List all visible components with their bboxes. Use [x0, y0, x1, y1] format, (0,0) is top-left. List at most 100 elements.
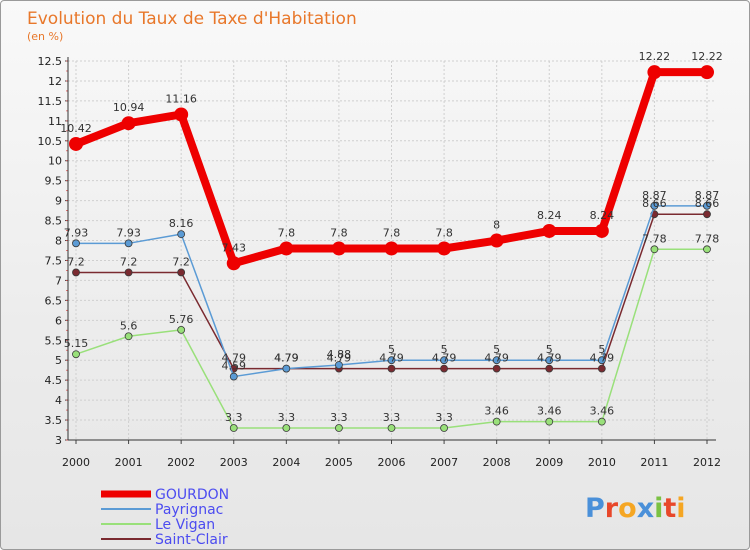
y-tick-label: 11.5	[38, 95, 63, 108]
data-point-le-vigan	[282, 424, 291, 432]
data-point-saint-clair	[177, 268, 186, 277]
chart-title: Evolution du Taux de Taxe d'Habitation	[27, 9, 357, 29]
y-tick-label: 9.5	[45, 175, 63, 188]
data-point-le-vigan	[545, 417, 554, 426]
data-label-le-vigan: 5.15	[64, 337, 89, 350]
x-tick-label: 2010	[588, 456, 616, 469]
data-label-payrignac: 4.59	[222, 360, 247, 373]
data-label-saint-clair: 4.79	[484, 352, 509, 365]
x-tick-label: 2004	[272, 456, 300, 469]
y-tick-label: 3.5	[45, 414, 63, 427]
x-tick-label: 2006	[378, 456, 406, 469]
x-tick-label: 2003	[220, 456, 248, 469]
data-label-payrignac: 4.88	[327, 348, 352, 361]
data-point-saint-clair	[124, 268, 133, 277]
data-point-saint-clair	[72, 268, 80, 277]
x-tick-label: 2012	[693, 456, 721, 469]
data-label-saint-clair: 8.66	[695, 197, 720, 210]
data-label-payrignac: 4.79	[274, 352, 299, 365]
series-layer	[69, 65, 714, 432]
data-point-gourdon	[226, 256, 241, 271]
data-label-saint-clair: 8.66	[642, 197, 667, 210]
chart-subtitle: (en %)	[27, 30, 63, 43]
y-tick-label: 4.5	[45, 374, 63, 387]
data-label-saint-clair: 7.2	[120, 255, 138, 268]
y-tick-label: 7.5	[45, 254, 63, 267]
data-point-gourdon	[594, 223, 609, 238]
logo-letter: i	[654, 493, 663, 524]
x-tick-label: 2002	[167, 456, 195, 469]
data-label-saint-clair: 4.79	[379, 352, 404, 365]
data-point-payrignac	[72, 239, 80, 248]
data-label-payrignac: 8.87	[642, 189, 667, 202]
data-label-gourdon: 7.8	[435, 227, 453, 240]
data-label-le-vigan: 7.78	[695, 232, 720, 245]
data-label-gourdon: 8	[493, 219, 500, 232]
data-point-le-vigan	[387, 424, 396, 432]
data-label-gourdon: 7.8	[278, 227, 296, 240]
x-tick-label: 2009	[535, 456, 563, 469]
data-label-saint-clair: 4.79	[590, 352, 615, 365]
logo-letter: r	[605, 493, 619, 524]
data-point-le-vigan	[703, 245, 711, 254]
data-label-payrignac: 8.87	[695, 189, 720, 202]
data-label-le-vigan: 5.76	[169, 313, 194, 326]
data-point-gourdon	[69, 136, 83, 151]
data-point-payrignac	[597, 356, 606, 365]
data-label-le-vigan: 3.3	[435, 411, 453, 424]
y-tick-label: 5.5	[45, 334, 63, 347]
y-tick-label: 9	[55, 195, 62, 208]
data-label-payrignac: 5	[598, 343, 605, 356]
data-point-gourdon	[542, 223, 557, 238]
data-label-saint-clair: 4.79	[222, 352, 247, 365]
logo-letter: x	[637, 493, 654, 524]
data-label-payrignac: 7.93	[64, 226, 89, 239]
data-label-le-vigan: 3.46	[484, 405, 509, 418]
data-label-le-vigan: 7.78	[642, 232, 667, 245]
data-point-saint-clair	[703, 210, 711, 219]
data-point-le-vigan	[229, 424, 238, 432]
logo-letter: P	[585, 493, 605, 524]
logo-letter: o	[618, 493, 637, 524]
data-label-gourdon: 8.24	[590, 209, 615, 222]
data-point-saint-clair	[545, 364, 554, 373]
data-label-le-vigan: 3.46	[537, 405, 562, 418]
data-point-payrignac	[229, 372, 238, 381]
data-point-gourdon	[437, 241, 452, 256]
legend-label-saint-clair: Saint-Clair	[155, 532, 228, 548]
data-point-le-vigan	[492, 417, 501, 426]
data-label-saint-clair: 4.79	[274, 352, 299, 365]
y-tick-label: 11	[48, 115, 62, 128]
data-point-gourdon	[384, 241, 399, 256]
data-label-saint-clair: 4.79	[432, 352, 457, 365]
x-tick-label: 2007	[430, 456, 458, 469]
data-label-payrignac: 5	[388, 343, 395, 356]
x-tick-label: 2011	[640, 456, 668, 469]
y-tick-label: 5	[55, 354, 62, 367]
data-point-saint-clair	[492, 364, 501, 373]
y-tick-label: 10.5	[38, 135, 63, 148]
data-point-gourdon	[700, 65, 714, 80]
data-point-payrignac	[492, 356, 501, 365]
data-point-le-vigan	[177, 325, 186, 334]
data-label-gourdon: 8.24	[537, 209, 562, 222]
data-point-le-vigan	[650, 245, 659, 254]
x-tick-label: 2001	[115, 456, 143, 469]
data-label-saint-clair: 4.79	[327, 352, 352, 365]
data-label-gourdon: 7.43	[222, 241, 247, 254]
data-label-payrignac: 7.93	[116, 226, 141, 239]
data-point-payrignac	[387, 356, 396, 365]
legend-label-le-vigan: Le Vigan	[155, 517, 215, 533]
legend-label-payrignac: Payrignac	[155, 502, 223, 518]
data-point-gourdon	[279, 241, 294, 256]
data-label-le-vigan: 3.3	[330, 411, 348, 424]
data-point-saint-clair	[387, 364, 396, 373]
y-tick-label: 7	[55, 274, 62, 287]
data-point-gourdon	[331, 241, 346, 256]
axes: 3 3.5 4 4.5 5 5.5 6 6.5 7 7.5 8 8.5 9 9.5 10 10.5 11 11.5…	[38, 55, 722, 469]
data-label-saint-clair: 7.2	[172, 255, 190, 268]
legend-label-gourdon: GOURDON	[155, 487, 229, 503]
y-tick-label: 4	[55, 394, 62, 407]
